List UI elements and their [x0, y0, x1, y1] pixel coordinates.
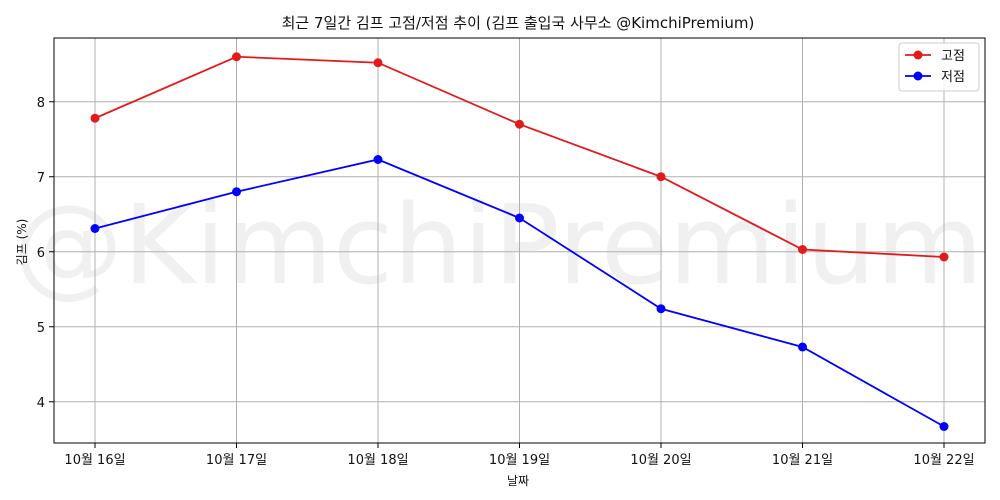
data-point	[939, 422, 949, 431]
data-point	[515, 213, 524, 223]
y-tick-label: 5	[37, 321, 45, 336]
x-tick-label: 10월 18일	[347, 453, 408, 468]
data-point	[656, 304, 666, 314]
series-1	[90, 52, 949, 262]
x-tick-label: 10월 20일	[630, 453, 691, 468]
data-point	[939, 252, 949, 262]
x-tick-label: 10월 16일	[64, 453, 125, 468]
data-point	[90, 113, 100, 123]
x-axis-label: 날짜	[507, 474, 529, 488]
y-tick-label: 4	[37, 396, 45, 411]
data-point	[232, 187, 241, 197]
data-point	[373, 58, 383, 68]
data-point	[373, 155, 383, 164]
series-layer	[90, 52, 949, 431]
legend-label: 저점	[941, 70, 965, 85]
series-2	[90, 155, 949, 431]
y-tick-label: 6	[37, 246, 45, 261]
y-tick-label: 8	[37, 96, 45, 111]
chart-title: 최근 7일간 김프 고점/저점 추이 (김프 출입국 사무소 @KimchiPr…	[282, 14, 755, 32]
legend-marker	[913, 50, 923, 60]
legend-label: 고점	[941, 49, 965, 64]
axis-ticks: 10월 16일 10월 17일 10월 18일 10월 19일 10월 20일 10월 2…	[37, 96, 975, 468]
y-axis-label: 김프 (%)	[15, 219, 29, 266]
data-point	[515, 119, 524, 129]
y-tick-label: 7	[37, 171, 45, 186]
data-point	[798, 245, 807, 254]
watermark-text: @KimchiPremium	[13, 181, 983, 309]
data-point	[798, 342, 807, 352]
x-tick-label: 10월 21일	[772, 453, 833, 468]
data-point	[656, 172, 666, 182]
data-point	[232, 52, 241, 62]
data-point	[90, 224, 100, 233]
x-tick-label: 10월 17일	[206, 453, 267, 468]
x-tick-label: 10월 22일	[913, 453, 974, 468]
x-tick-label: 10월 19일	[489, 453, 550, 468]
legend-box	[898, 42, 980, 92]
legend-marker	[913, 71, 923, 81]
